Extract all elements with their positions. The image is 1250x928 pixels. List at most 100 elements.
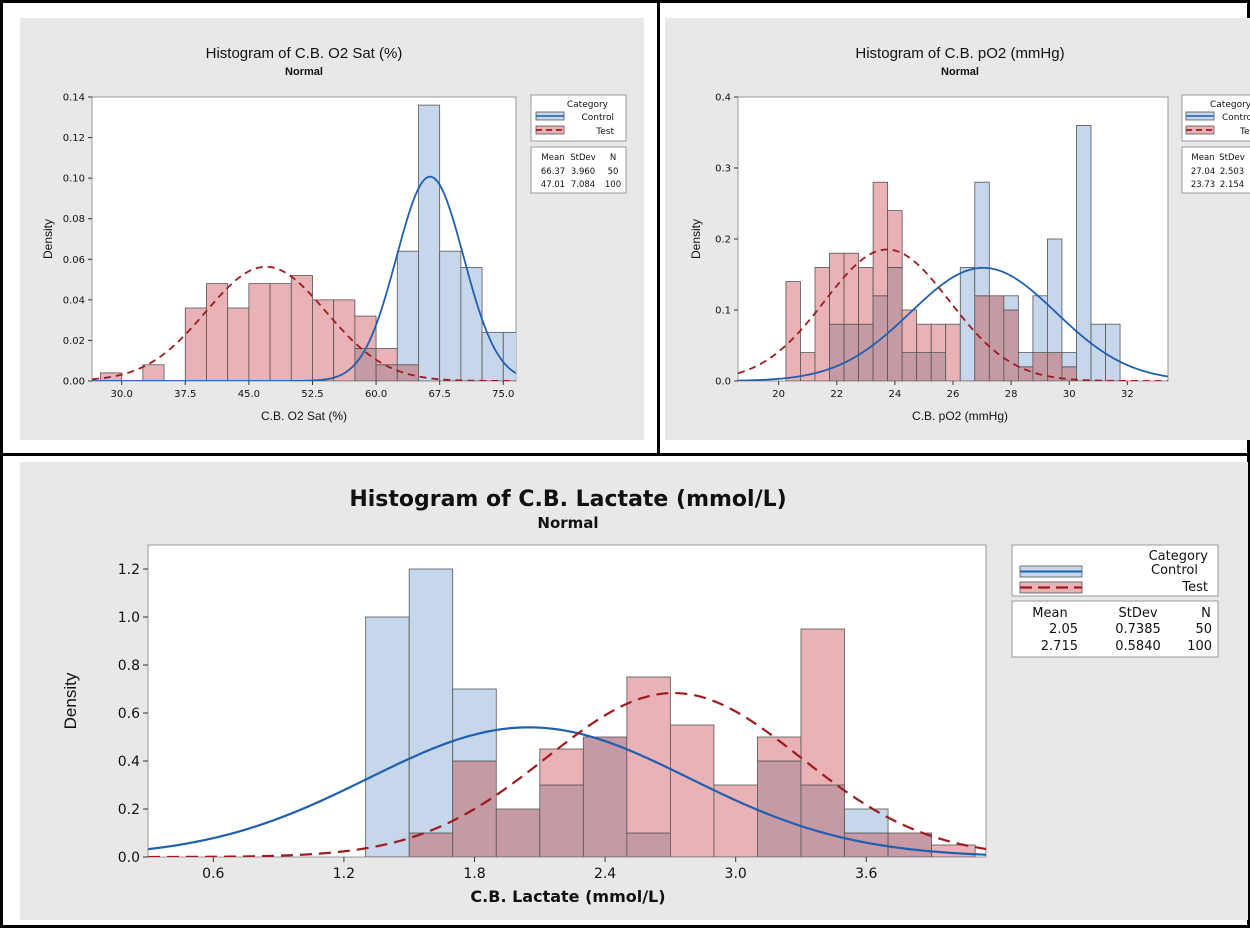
po2-bar-control-13 — [974, 181, 990, 297]
stats-test-mean-po2: 23.73 — [1191, 180, 1215, 190]
o2sat-bar-control-14 — [396, 250, 419, 366]
lactate-bar-test-10 — [800, 628, 845, 786]
legend-category-title-o2sat: Category — [567, 100, 609, 110]
x-axis-label-o2sat: C.B. O2 Sat (%) — [261, 409, 347, 423]
stats-test-stdev-o2sat: 7.084 — [571, 180, 595, 190]
po2-bar-test-3 — [829, 252, 845, 325]
lactate-bar-control-11 — [844, 808, 889, 834]
lactate-y-tick-label-1: 0.2 — [118, 802, 140, 818]
legend-po2: Category Control Test Mean StDev 27.04 2… — [1181, 94, 1250, 194]
stats-test-n-lactate: 100 — [1187, 639, 1212, 654]
y-axis-label-lactate: Density — [61, 672, 80, 729]
po2-bar-test-0 — [785, 281, 801, 381]
po2-bar-test-11 — [945, 323, 961, 381]
stats-control-stdev-po2: 2.503 — [1220, 167, 1244, 177]
legend-control-label-o2sat: Control — [581, 113, 614, 123]
lactate-x-tick-label-5: 3.6 — [855, 866, 877, 882]
po2-bar-test-10 — [930, 323, 947, 354]
po2-x-tick-label-0: 20 — [772, 389, 785, 400]
lactate-y-tick-label-6: 1.2 — [118, 562, 140, 578]
lactate-bar-overlap-3 — [495, 808, 541, 857]
lactate-bar-overlap-9 — [757, 760, 802, 857]
lactate-x-tick-label-3: 2.4 — [594, 866, 616, 882]
po2-y-tick-label-0: 0.0 — [715, 377, 731, 388]
lactate-bar-control-2 — [452, 688, 497, 762]
lactate-x-tick-label-1: 1.2 — [333, 866, 355, 882]
legend-test-label-po2: Test — [1239, 127, 1250, 137]
o2sat-y-tick-label-5: 0.10 — [63, 174, 85, 185]
x-axis-label-lactate: C.B. Lactate (mmol/L) — [470, 887, 665, 906]
po2-bar-control-18 — [1047, 238, 1063, 353]
lactate-bar-overlap-4 — [539, 784, 584, 857]
legend-control-label-lactate: Control — [1151, 563, 1198, 578]
po2-bar-control-12 — [959, 266, 976, 381]
panel-divider-vertical — [657, 0, 660, 455]
panel-o2sat: Histogram of C.B. O2 Sat (%) Normal C.B.… — [20, 18, 644, 440]
stats-test-mean-lactate: 2.715 — [1041, 639, 1078, 654]
po2-bar-control-17 — [1032, 295, 1048, 353]
po2-bar-test-2 — [814, 266, 830, 381]
po2-bar-test-8 — [901, 309, 918, 353]
x-axis-label-po2: C.B. pO2 (mmHg) — [912, 409, 1008, 423]
lactate-bar-control-1 — [408, 568, 454, 834]
o2sat-bar-test-6 — [227, 307, 250, 381]
stats-control-stdev-lactate: 0.7385 — [1115, 622, 1161, 637]
lactate-bar-overlap-5 — [582, 736, 628, 857]
o2sat-y-tick-label-3: 0.06 — [63, 255, 85, 266]
legend-category-title-lactate: Category — [1149, 549, 1209, 564]
stats-header-stdev-po2: StDev — [1219, 153, 1245, 163]
o2sat-bar-test-10 — [312, 299, 335, 381]
lactate-y-tick-label-4: 0.8 — [118, 658, 140, 674]
po2-bar-control-22 — [1105, 323, 1121, 381]
po2-bar-overlap-10 — [930, 352, 947, 381]
o2sat-x-tick-label-5: 67.5 — [429, 389, 451, 400]
o2sat-y-tick-label-0: 0.00 — [63, 377, 85, 388]
o2sat-x-tick-label-3: 52.5 — [301, 389, 323, 400]
stats-test-stdev-lactate: 0.5840 — [1115, 639, 1161, 654]
po2-bar-control-19 — [1061, 352, 1077, 368]
legend-category-title-po2: Category — [1210, 100, 1250, 110]
stats-header-stdev-o2sat: StDev — [570, 153, 596, 163]
lactate-bar-test-8 — [713, 784, 758, 857]
po2-bar-overlap-8 — [901, 352, 918, 381]
lactate-x-tick-label-0: 0.6 — [202, 866, 224, 882]
lactate-bar-overlap-10 — [800, 784, 845, 857]
stats-header-n-lactate: N — [1201, 606, 1211, 621]
po2-x-tick-label-2: 24 — [889, 389, 902, 400]
po2-y-tick-label-4: 0.4 — [715, 93, 731, 104]
o2sat-bar-test-4 — [184, 307, 207, 381]
po2-bar-overlap-14 — [988, 295, 1005, 381]
lactate-bar-test-6 — [626, 676, 671, 834]
o2sat-bar-test-5 — [206, 283, 229, 381]
po2-bar-test-1 — [800, 352, 816, 381]
lactate-x-tick-label-4: 3.0 — [725, 866, 747, 882]
stats-test-n-o2sat: 100 — [605, 180, 621, 190]
po2-bar-test-4 — [843, 252, 859, 325]
lactate-y-tick-label-3: 0.6 — [118, 706, 140, 722]
o2sat-y-tick-label-4: 0.08 — [63, 214, 85, 225]
o2sat-bar-overlap-14 — [396, 364, 419, 381]
stats-control-stdev-o2sat: 3.960 — [571, 167, 595, 177]
chart-title-o2sat: Histogram of C.B. O2 Sat (%) — [206, 45, 403, 62]
lactate-x-tick-label-2: 1.8 — [463, 866, 485, 882]
stats-header-stdev-lactate: StDev — [1118, 606, 1157, 621]
po2-bar-overlap-17 — [1032, 352, 1048, 381]
o2sat-x-tick-label-4: 60.0 — [365, 389, 387, 400]
po2-bar-overlap-9 — [916, 352, 932, 381]
legend-test-label-lactate: Test — [1181, 580, 1208, 595]
stats-control-n-o2sat: 50 — [608, 167, 619, 177]
stats-header-mean-o2sat: Mean — [541, 153, 564, 163]
po2-bar-overlap-4 — [843, 323, 859, 381]
o2sat-x-tick-label-1: 37.5 — [174, 389, 196, 400]
po2-bar-test-7 — [887, 210, 903, 268]
po2-x-tick-label-4: 28 — [1005, 389, 1018, 400]
po2-bar-overlap-3 — [829, 323, 845, 381]
stats-box-o2sat — [530, 146, 627, 194]
stats-control-mean-o2sat: 66.37 — [541, 167, 565, 177]
o2sat-x-tick-label-0: 30.0 — [111, 389, 133, 400]
o2sat-bar-control-15 — [418, 104, 441, 381]
po2-bar-overlap-13 — [974, 295, 990, 381]
o2sat-x-tick-label-6: 75.0 — [492, 389, 514, 400]
